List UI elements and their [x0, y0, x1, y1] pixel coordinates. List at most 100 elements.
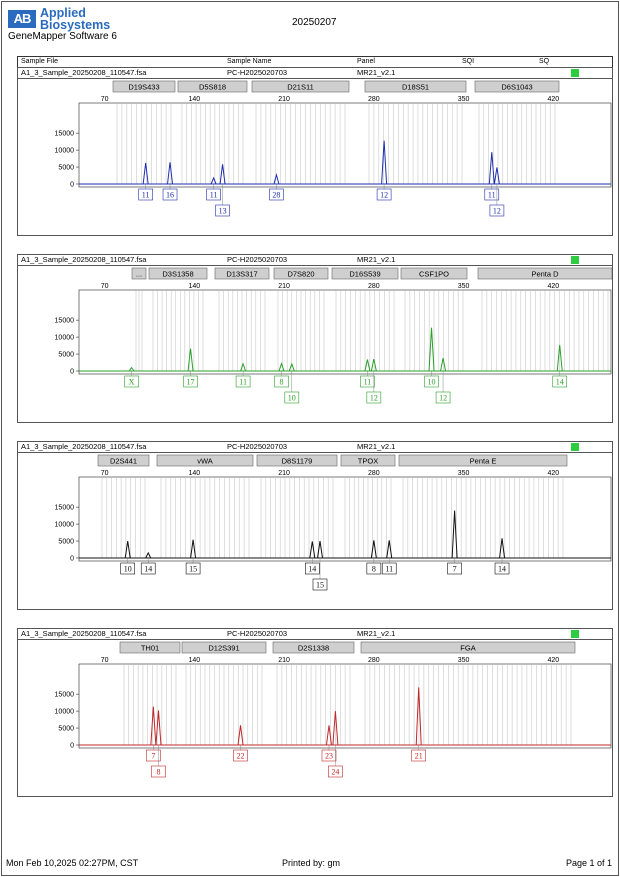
- marker-bin-0[interactable]: D2S441: [97, 454, 150, 467]
- peak[interactable]: [488, 152, 495, 185]
- marker-bin-3[interactable]: D18S51: [364, 80, 467, 93]
- allele-label[interactable]: 16: [162, 188, 178, 201]
- peak[interactable]: [167, 162, 174, 185]
- allele-label[interactable]: 15: [185, 562, 201, 575]
- peak[interactable]: [187, 348, 194, 372]
- peak[interactable]: [451, 510, 458, 559]
- marker-bin-3[interactable]: TPOX: [340, 454, 396, 467]
- peak[interactable]: [237, 725, 244, 746]
- marker-bin-1[interactable]: vWA: [156, 454, 254, 467]
- allele-label[interactable]: 11: [138, 188, 153, 201]
- peak[interactable]: [288, 362, 295, 372]
- peak[interactable]: [155, 710, 162, 746]
- peak[interactable]: [190, 539, 197, 559]
- peak[interactable]: [370, 540, 377, 559]
- marker-bin-4[interactable]: D16S539: [331, 267, 399, 280]
- peak[interactable]: [309, 541, 316, 559]
- allele-label[interactable]: 14: [494, 562, 510, 575]
- peak[interactable]: [556, 344, 563, 372]
- peak[interactable]: [332, 711, 339, 746]
- allele-label[interactable]: 8: [274, 375, 289, 388]
- allele-label[interactable]: 10: [284, 391, 300, 404]
- allele-label[interactable]: 14: [552, 375, 568, 388]
- allele-label[interactable]: 21: [411, 749, 427, 762]
- marker-bin-2[interactable]: D8S1179: [256, 454, 338, 467]
- peak[interactable]: [124, 540, 131, 559]
- marker-bin-5[interactable]: CSF1PO: [400, 267, 468, 280]
- peak[interactable]: [142, 162, 149, 185]
- peak[interactable]: [150, 706, 157, 746]
- peak[interactable]: [381, 140, 388, 185]
- allele-label[interactable]: X: [124, 375, 139, 388]
- marker-bin-2[interactable]: D2S1338: [272, 641, 355, 654]
- y-tick-label: 5000: [58, 352, 74, 359]
- allele-label[interactable]: 11: [235, 375, 251, 388]
- marker-bin-1[interactable]: D5S818: [177, 80, 248, 93]
- peak[interactable]: [273, 172, 280, 185]
- sample-file: A1_3_Sample_20250208_110547.fsa: [21, 68, 147, 77]
- marker-bin-2[interactable]: D21S11: [251, 80, 350, 93]
- allele-label[interactable]: 12: [376, 188, 392, 201]
- allele-label[interactable]: 17: [183, 375, 198, 388]
- marker-bin-4[interactable]: Penta E: [398, 454, 568, 467]
- allele-label[interactable]: 28: [269, 188, 284, 201]
- allele-label[interactable]: 10: [120, 562, 136, 575]
- allele-label[interactable]: 15: [312, 578, 328, 591]
- allele-label[interactable]: 22: [233, 749, 248, 762]
- peak[interactable]: [440, 358, 447, 372]
- marker-bin-1[interactable]: D12S391: [181, 641, 267, 654]
- panel-name: MR21_v2.1: [357, 629, 396, 638]
- allele-label[interactable]: 24: [328, 765, 343, 778]
- allele-label[interactable]: 12: [366, 391, 382, 404]
- allele-label[interactable]: 7: [146, 749, 161, 762]
- allele-label[interactable]: 12: [435, 391, 451, 404]
- peak[interactable]: [278, 361, 285, 372]
- peak[interactable]: [145, 551, 152, 559]
- marker-label: D13S317: [226, 270, 257, 279]
- allele-label[interactable]: 12: [489, 204, 505, 217]
- allele-label[interactable]: 10: [424, 375, 439, 388]
- allele-label[interactable]: 11: [360, 375, 375, 388]
- peak[interactable]: [386, 540, 393, 559]
- peak[interactable]: [370, 359, 377, 372]
- marker-bin-0[interactable]: ...: [131, 267, 147, 280]
- marker-bin-1[interactable]: D3S1358: [148, 267, 208, 280]
- marker-bin-0[interactable]: D19S433: [112, 80, 176, 93]
- peak[interactable]: [364, 359, 371, 372]
- allele-label[interactable]: 8: [151, 765, 166, 778]
- allele-label[interactable]: 11: [484, 188, 500, 201]
- marker-bin-6[interactable]: Penta D: [477, 267, 612, 280]
- marker-label: D21S11: [287, 83, 314, 92]
- allele-label[interactable]: 7: [447, 562, 462, 575]
- allele-label[interactable]: 11: [206, 188, 221, 201]
- y-tick-label: 15000: [55, 505, 75, 512]
- peak[interactable]: [325, 725, 332, 746]
- allele-label[interactable]: 14: [140, 562, 156, 575]
- peak[interactable]: [493, 167, 500, 185]
- allele-label[interactable]: 11: [381, 562, 397, 575]
- peak[interactable]: [415, 687, 422, 746]
- marker-bin-0[interactable]: TH01: [119, 641, 181, 654]
- marker-label: D12S391: [208, 644, 239, 653]
- peak[interactable]: [219, 164, 226, 185]
- allele-call: 11: [239, 378, 247, 387]
- allele-label[interactable]: 8: [366, 562, 382, 575]
- electropherogram-plot: D19S433 D5S818 D21S11 D18S51 D6S1043 70 140 210…: [55, 80, 612, 217]
- allele-label[interactable]: 13: [215, 204, 230, 217]
- peak[interactable]: [210, 176, 217, 185]
- marker-label: D6S1043: [501, 83, 532, 92]
- peak[interactable]: [240, 362, 247, 372]
- sample-file: A1_3_Sample_20250208_110547.fsa: [21, 442, 147, 451]
- allele-call: 14: [556, 378, 564, 387]
- x-tick-label: 210: [278, 283, 290, 290]
- peak[interactable]: [128, 366, 135, 372]
- marker-bin-2[interactable]: D13S317: [214, 267, 270, 280]
- peak[interactable]: [428, 327, 435, 372]
- marker-bin-3[interactable]: FGA: [360, 641, 576, 654]
- allele-label[interactable]: 14: [305, 562, 320, 575]
- marker-bin-3[interactable]: D7S820: [273, 267, 329, 280]
- marker-bin-4[interactable]: D6S1043: [474, 80, 560, 93]
- allele-label[interactable]: 23: [321, 749, 337, 762]
- peak[interactable]: [499, 538, 506, 559]
- peak[interactable]: [317, 540, 323, 559]
